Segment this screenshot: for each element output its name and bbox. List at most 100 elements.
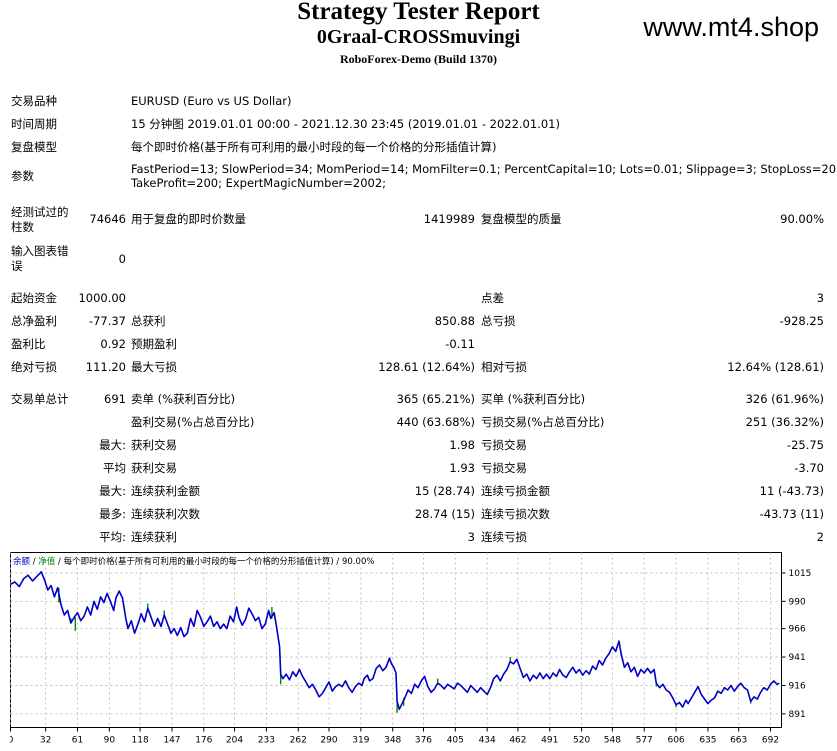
errors-label-1: 输入图表错 — [11, 244, 69, 258]
x-tick-label: 520 — [573, 736, 590, 746]
largest-prefix: 最大: — [99, 438, 126, 452]
max-consecutive-wins-value: 15 (28.74) — [414, 484, 475, 498]
params-label: 参数 — [11, 169, 34, 183]
average-consecutive-wins-value: 3 — [467, 530, 475, 544]
max-drawdown-label: 最大亏损 — [131, 360, 177, 374]
x-tick-label: 577 — [636, 736, 653, 746]
chart-legend: 余额 / 净值 / 每个即时价格(基于所有可利用的最小时段的每一个价格的分形插值… — [13, 555, 377, 567]
x-tick-label: 61 — [72, 736, 83, 746]
expected-payoff-value: -0.11 — [445, 337, 475, 351]
gross-loss-value: -928.25 — [779, 314, 824, 328]
expert-name: 0Graal-CROSSmuvingi — [316, 26, 521, 48]
x-tick-label: 147 — [163, 736, 180, 746]
symbol-value: EURUSD (Euro vs US Dollar) — [131, 94, 292, 108]
max-consecutive-losses-value: 11 (-43.73) — [759, 484, 824, 498]
expected-payoff-label: 预期盈利 — [131, 337, 177, 351]
x-tick-label: 663 — [730, 736, 747, 746]
report-title: Strategy Tester Report — [297, 0, 540, 25]
abs-drawdown-label: 绝对亏损 — [11, 360, 57, 374]
profit-factor-value: 0.92 — [100, 337, 126, 351]
x-tick-label: 548 — [604, 736, 621, 746]
average-profit-value: 1.93 — [449, 461, 475, 475]
maximal-consecutive-profit-label: 连续获利次数 — [131, 507, 200, 521]
gross-loss-label: 总亏损 — [481, 314, 516, 328]
abs-drawdown-value: 111.20 — [85, 360, 126, 374]
x-tick-label: 176 — [195, 736, 212, 746]
x-tick-label: 606 — [667, 736, 684, 746]
x-tick-label: 434 — [479, 736, 496, 746]
max-consecutive-prefix: 最大: — [99, 484, 126, 498]
legend-separator: / — [55, 557, 64, 567]
watermark: www.mt4.shop — [643, 12, 819, 42]
maximal-consecutive-loss-value: -43.73 (11) — [759, 507, 824, 521]
balance-line — [10, 571, 780, 711]
legend-separator: / — [333, 557, 343, 567]
spread-value: 3 — [816, 291, 824, 305]
legend-equity: 净值 — [38, 557, 56, 567]
period-label: 时间周期 — [11, 117, 57, 131]
quality-label: 复盘模型的质量 — [481, 212, 562, 226]
x-tick-label: 0 — [10, 736, 14, 746]
x-tick-label: 290 — [320, 736, 337, 746]
long-positions-label: 买单 (%获利百分比) — [481, 392, 586, 406]
quality-value: 90.00% — [780, 212, 824, 226]
bars-label-2: 柱数 — [11, 220, 34, 234]
period-value: 15 分钟图 2019.01.01 00:00 - 2021.12.30 23:… — [131, 117, 560, 131]
params-line-2: TakeProfit=200; ExpertMagicNumber=2002; — [131, 176, 387, 190]
average-prefix: 平均 — [103, 461, 126, 475]
errors-label-2: 误 — [11, 259, 23, 273]
initial-deposit-value: 1000.00 — [78, 291, 126, 305]
errors-value: 0 — [118, 252, 126, 266]
maximal-consecutive-loss-label: 连续亏损次数 — [481, 507, 550, 521]
profit-trades-value: 440 (63.68%) — [396, 415, 475, 429]
average-consecutive-losses-value: 2 — [816, 530, 824, 544]
balance-chart: 0 32 61 90 118 147 176 204 233 262 290 319 348 376 405… — [10, 552, 827, 745]
balance-chart-svg: 0 32 61 90 118 147 176 204 233 262 290 319 348 376 405… — [10, 552, 812, 746]
average-loss-label: 亏损交易 — [481, 461, 527, 475]
params-line-1: FastPeriod=13; SlowPeriod=34; MomPeriod=… — [131, 162, 837, 176]
x-tick-label: 118 — [132, 736, 149, 746]
total-trades-value: 691 — [104, 392, 126, 406]
maximal-consecutive-prefix: 最多: — [99, 507, 126, 521]
x-tick-label: 90 — [104, 736, 116, 746]
bars-value: 74646 — [89, 212, 126, 226]
plot-frame — [10, 552, 782, 728]
y-tick-label: 1015 — [789, 569, 812, 579]
long-positions-value: 326 (61.96%) — [745, 392, 824, 406]
average-profit-label: 获利交易 — [131, 461, 177, 475]
initial-deposit-label: 起始资金 — [11, 291, 57, 305]
legend-balance: 余额 — [13, 557, 31, 567]
profit-factor-label: 盈利比 — [11, 337, 46, 351]
y-tick-label: 941 — [789, 653, 806, 663]
total-trades-label: 交易单总计 — [11, 392, 69, 406]
net-profit-label: 总净盈利 — [11, 314, 57, 328]
model-value: 每个即时价格(基于所有可利用的最小时段的每一个价格的分形插值计算) — [131, 140, 497, 154]
short-positions-value: 365 (65.21%) — [396, 392, 475, 406]
loss-trades-label: 亏损交易(%占总百分比) — [481, 415, 605, 429]
y-tick-label: 916 — [789, 681, 806, 691]
x-tick-label: 635 — [699, 736, 716, 746]
x-tick-label: 233 — [258, 736, 275, 746]
rel-drawdown-label: 相对亏损 — [481, 360, 527, 374]
net-profit-value: -77.37 — [88, 314, 126, 328]
server-build: RoboForex-Demo (Build 1370) — [339, 52, 498, 66]
ticks-label: 用于复盘的即时价数量 — [131, 212, 246, 226]
largest-loss-value: -25.75 — [786, 438, 824, 452]
x-tick-label: 32 — [40, 736, 51, 746]
y-tick-label: 990 — [789, 597, 806, 607]
max-consecutive-wins-label: 连续获利金额 — [131, 484, 200, 498]
gross-profit-label: 总获利 — [131, 314, 166, 328]
x-tick-label: 319 — [352, 736, 369, 746]
largest-loss-label: 亏损交易 — [481, 438, 527, 452]
spread-label: 点差 — [481, 291, 504, 305]
legend-quality: 90.00% — [342, 557, 375, 567]
x-tick-label: 462 — [509, 736, 526, 746]
x-tick-label: 405 — [447, 736, 464, 746]
gross-profit-value: 850.88 — [434, 314, 475, 328]
x-tick-label: 376 — [415, 736, 432, 746]
model-label: 复盘模型 — [11, 140, 57, 154]
loss-trades-value: 251 (36.32%) — [745, 415, 824, 429]
x-tick-label: 204 — [226, 736, 243, 746]
short-positions-label: 卖单 (%获利百分比) — [131, 392, 236, 406]
average-consecutive-wins-label: 连续获利 — [131, 530, 177, 544]
